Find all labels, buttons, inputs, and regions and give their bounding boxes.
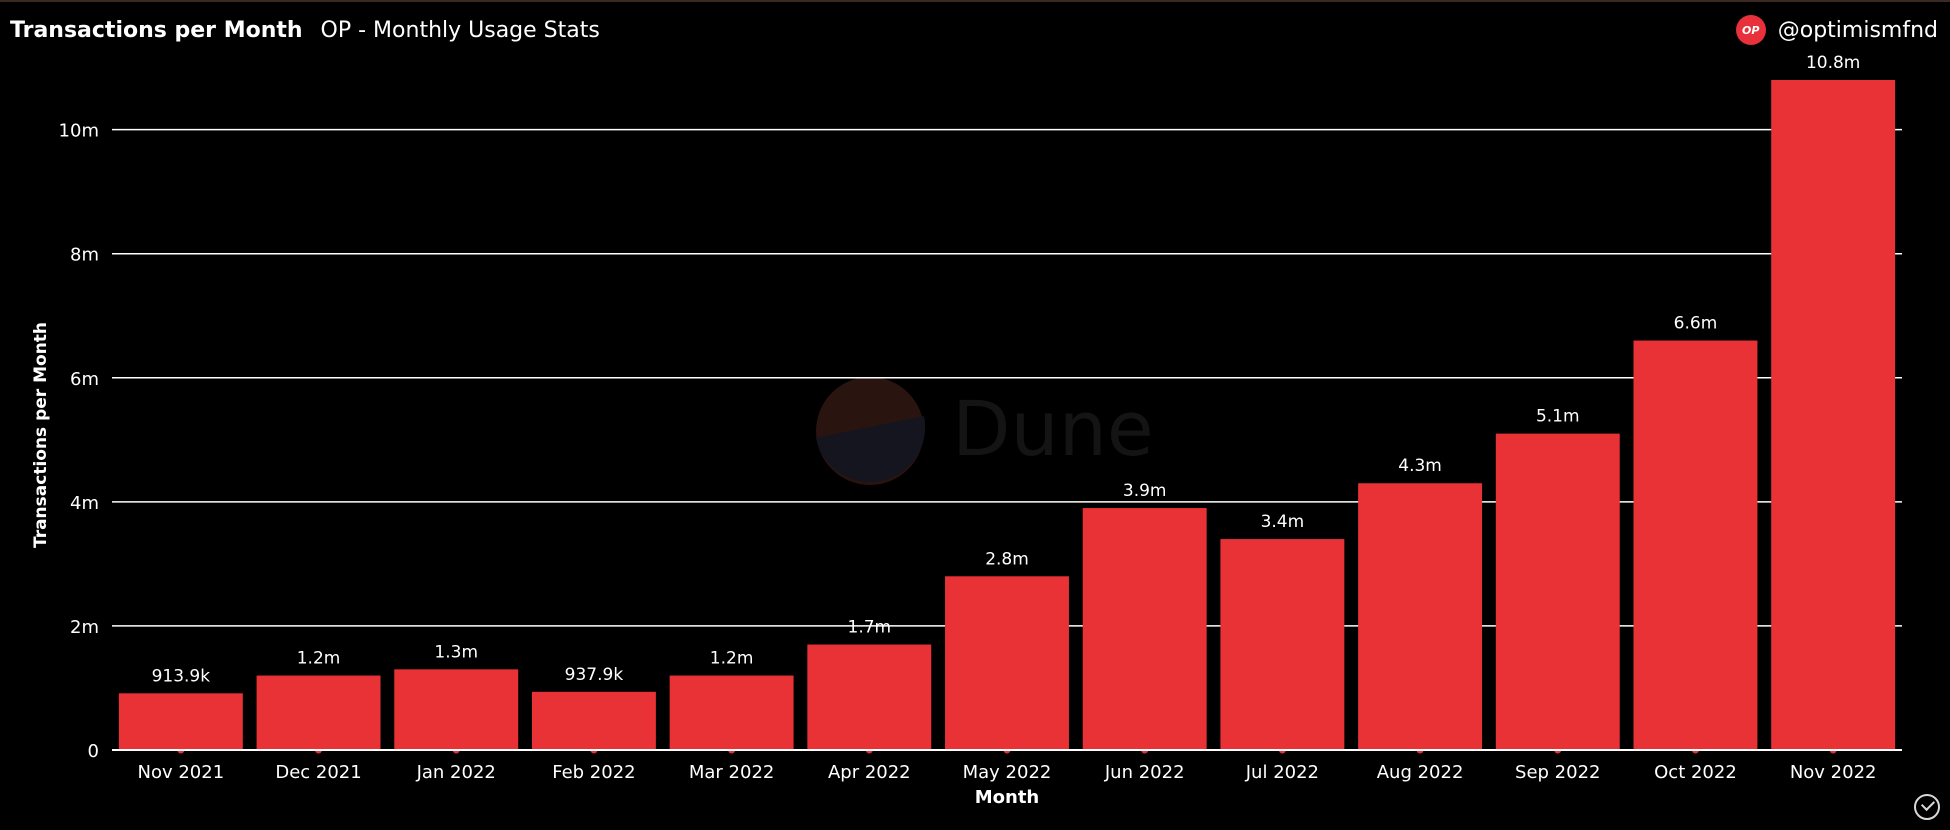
x-tick-label: Nov 2022: [1790, 762, 1877, 783]
x-tick-label: Mar 2022: [689, 762, 775, 783]
bar[interactable]: [945, 576, 1069, 750]
bar[interactable]: [1771, 80, 1896, 750]
data-label: 937.9k: [565, 665, 624, 685]
x-axis-ticks: Nov 2021 Dec 2021 Jan 2022 Feb 2022 Mar 2022…: [138, 762, 1877, 783]
bar[interactable]: [531, 691, 656, 750]
x-tick-label: Feb 2022: [552, 762, 635, 783]
data-labels: 913.9k 1.2m 1.3m 937.9k 1.2m 1.7m 2.8m 3.9m 3.4m…: [152, 53, 1861, 686]
x-tick-label: Jan 2022: [416, 762, 496, 783]
top-border: [0, 0, 1950, 2]
x-tick-label: Oct 2022: [1654, 762, 1737, 783]
x-tick-label: Apr 2022: [828, 762, 911, 783]
bars: [118, 80, 1896, 754]
watermark-text: Dune: [952, 384, 1154, 473]
data-label: 10.8m: [1806, 53, 1860, 73]
data-label: 5.1m: [1536, 407, 1580, 427]
chart-title: Transactions per Month: [10, 17, 303, 43]
bar[interactable]: [1220, 539, 1345, 750]
y-tick-label: 6m: [70, 369, 99, 390]
data-label: 4.3m: [1398, 456, 1442, 476]
brand-badge[interactable]: OP @optimismfnd: [1735, 12, 1938, 48]
dune-logo-icon: [816, 377, 926, 485]
data-label: 1.2m: [297, 649, 341, 669]
check-circle-icon[interactable]: [1914, 794, 1940, 820]
data-label: 3.4m: [1261, 512, 1305, 532]
x-tick-label: Nov 2021: [138, 762, 225, 783]
data-label: 2.8m: [985, 549, 1029, 569]
y-tick-label: 4m: [70, 493, 99, 514]
data-label: 3.9m: [1123, 481, 1167, 501]
y-tick-label: 8m: [70, 245, 99, 266]
y-tick-label: 10m: [59, 121, 99, 142]
bar[interactable]: [669, 675, 794, 750]
data-label: 1.7m: [848, 618, 892, 638]
bar[interactable]: [256, 675, 381, 750]
y-axis-ticks: 0 2m 4m 6m 8m 10m: [59, 121, 99, 762]
chart-header: Transactions per Month OP - Monthly Usag…: [10, 14, 600, 46]
bar[interactable]: [1358, 483, 1483, 750]
x-tick-label: May 2022: [963, 762, 1052, 783]
x-axis-title: Month: [975, 787, 1040, 808]
x-tick-label: Jun 2022: [1104, 762, 1185, 783]
bar[interactable]: [807, 644, 932, 750]
y-axis-title: Transactions per Month: [31, 322, 51, 548]
bar[interactable]: [394, 669, 519, 750]
x-tick-label: Jul 2022: [1245, 762, 1319, 783]
brand-handle[interactable]: @optimismfnd: [1777, 17, 1938, 43]
bar[interactable]: [118, 693, 243, 750]
y-tick-label: 0: [88, 741, 99, 762]
x-tick-label: Dec 2021: [275, 762, 361, 783]
y-tick-label: 2m: [70, 617, 99, 638]
bar[interactable]: [1633, 340, 1758, 750]
data-label: 1.2m: [710, 649, 754, 669]
data-label: 1.3m: [434, 642, 478, 662]
op-logo-icon: OP: [1735, 15, 1766, 45]
dashboard-subtitle[interactable]: OP - Monthly Usage Stats: [320, 17, 600, 43]
data-label: 913.9k: [152, 666, 211, 686]
x-tick-label: Aug 2022: [1377, 762, 1464, 783]
bar[interactable]: [1082, 508, 1207, 750]
bar[interactable]: [1495, 433, 1620, 750]
x-tick-label: Sep 2022: [1515, 762, 1600, 783]
data-label: 6.6m: [1674, 314, 1718, 334]
